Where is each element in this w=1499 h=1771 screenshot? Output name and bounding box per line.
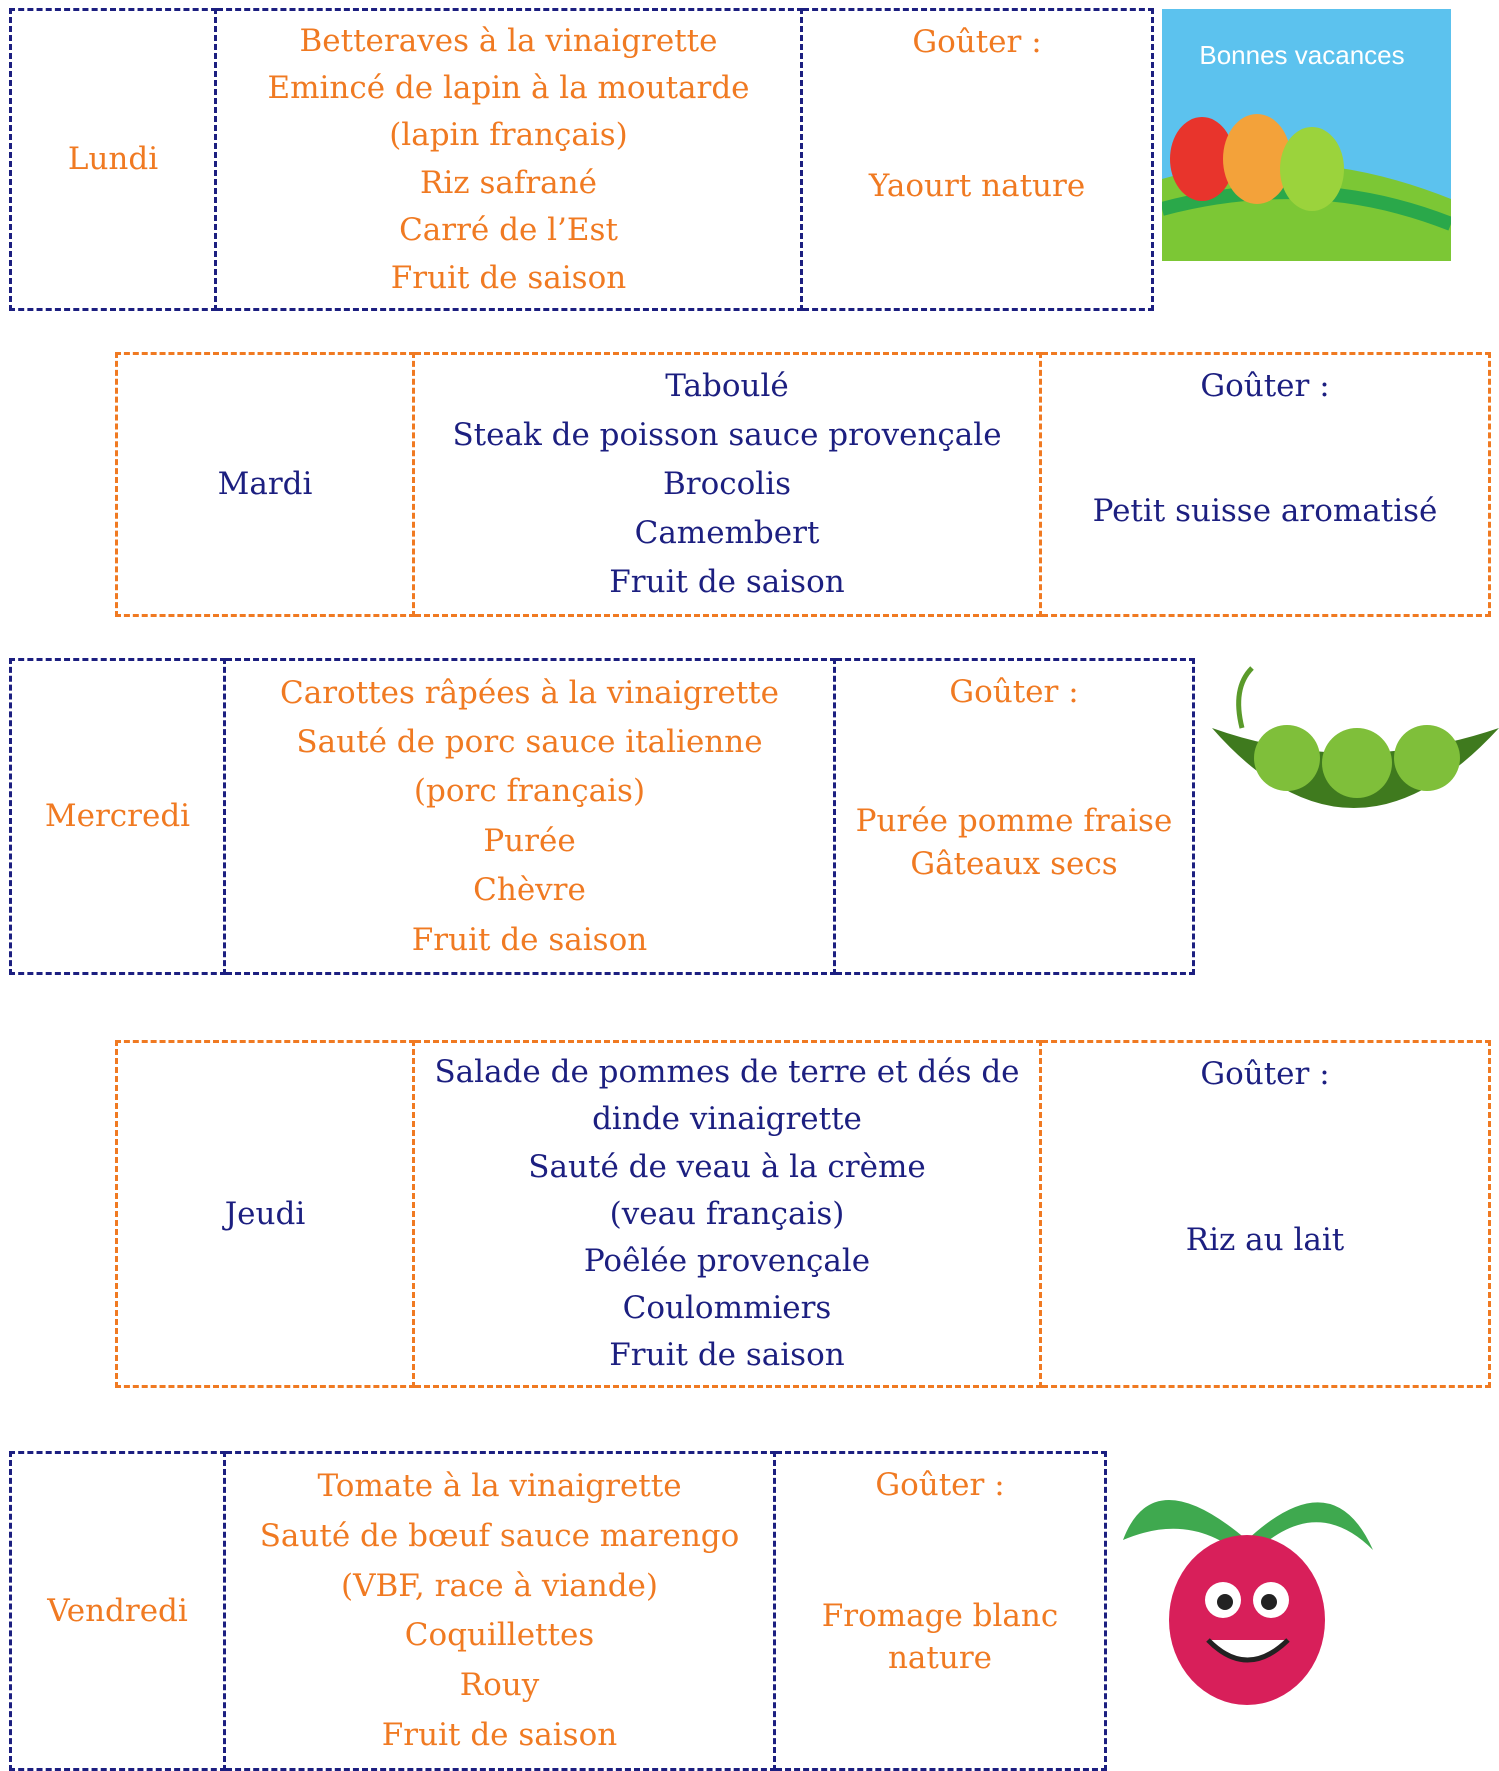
peapod-image bbox=[1212, 666, 1499, 808]
snack-item: Gâteaux secs bbox=[910, 845, 1118, 882]
menu-cell: Taboulé Steak de poisson sauce provençale… bbox=[415, 352, 1042, 617]
menu-item: Riz safrané bbox=[420, 164, 597, 201]
menu-item: Tomate à la vinaigrette bbox=[317, 1468, 682, 1505]
banner-text: Bonnes vacances bbox=[1199, 40, 1404, 70]
menu-item: Coulommiers bbox=[622, 1289, 832, 1326]
banner-image: Bonnes vacances bbox=[1162, 9, 1451, 261]
snack-cell: Goûter : Purée pomme fraise Gâteaux secs bbox=[836, 658, 1195, 975]
day-cell: Jeudi bbox=[115, 1040, 415, 1388]
menu-item: Taboulé bbox=[665, 368, 789, 405]
snack-label: Goûter : bbox=[912, 24, 1042, 60]
day-name: Vendredi bbox=[47, 1592, 188, 1629]
menu-item: Sauté de bœuf sauce marengo bbox=[259, 1517, 740, 1554]
snack-cell: Goûter : Fromage blanc nature bbox=[776, 1451, 1107, 1771]
snack-label: Goûter : bbox=[1200, 1056, 1330, 1092]
day-cell: Lundi bbox=[9, 8, 217, 311]
menu-item: Carottes râpées à la vinaigrette bbox=[280, 674, 779, 711]
menu-item: (lapin français) bbox=[389, 117, 628, 154]
snack-items: Yaourt nature bbox=[869, 64, 1085, 308]
day-name: Jeudi bbox=[224, 1195, 306, 1232]
menu-item: (porc français) bbox=[413, 773, 646, 810]
menu-cell: Salade de pommes de terre et dés de dinde… bbox=[415, 1040, 1042, 1388]
menu-item: Sauté de porc sauce italienne bbox=[296, 724, 763, 761]
menu-item: Betteraves à la vinaigrette bbox=[299, 22, 718, 59]
day-row: Lundi Betteraves à la vinaigrette Emincé d… bbox=[9, 8, 1154, 311]
menu-item: Poêlée provençale bbox=[583, 1242, 871, 1279]
snack-items: Fromage blanc nature bbox=[822, 1507, 1058, 1768]
day-row: Mardi Taboulé Steak de poisson sauce prove… bbox=[115, 352, 1491, 617]
menu-cell: Carottes râpées à la vinaigrette Sauté de… bbox=[226, 658, 836, 975]
snack-label: Goûter : bbox=[875, 1467, 1005, 1503]
snack-cell: Goûter : Yaourt nature bbox=[803, 8, 1154, 311]
day-name: Mardi bbox=[217, 466, 313, 503]
snack-cell: Goûter : Petit suisse aromatisé bbox=[1042, 352, 1491, 617]
snack-label: Goûter : bbox=[1200, 368, 1330, 404]
day-row: Vendredi Tomate à la vinaigrette Sauté de … bbox=[9, 1451, 1107, 1771]
menu-item: Camembert bbox=[634, 515, 820, 552]
menu-cell: Tomate à la vinaigrette Sauté de bœuf sau… bbox=[226, 1451, 776, 1771]
menu-item: Coquillettes bbox=[404, 1617, 595, 1654]
snack-items: Petit suisse aromatisé bbox=[1093, 408, 1438, 614]
menu-item: Purée bbox=[483, 822, 576, 859]
snack-item: Petit suisse aromatisé bbox=[1092, 492, 1438, 529]
menu-item: Chèvre bbox=[473, 872, 586, 909]
snack-item: Riz au lait bbox=[1185, 1222, 1345, 1258]
snack-label: Goûter : bbox=[949, 674, 1079, 710]
menu-item: Steak de poisson sauce provençale bbox=[452, 417, 1002, 454]
day-cell: Mardi bbox=[115, 352, 415, 617]
menu-item: Rouy bbox=[459, 1667, 540, 1704]
menu-item: Fruit de saison bbox=[609, 564, 845, 600]
menu-item: Fruit de saison bbox=[390, 259, 627, 296]
menu-item: (veau français) bbox=[609, 1195, 845, 1232]
snack-items: Riz au lait bbox=[1186, 1096, 1345, 1385]
day-row: Jeudi Salade de pommes de terre et dés de… bbox=[115, 1040, 1491, 1388]
menu-item: (VBF, race à viande) bbox=[340, 1567, 658, 1604]
day-name: Mercredi bbox=[44, 798, 191, 835]
menu-item: Emincé de lapin à la moutarde bbox=[267, 70, 750, 107]
snack-item: Fromage blanc bbox=[821, 1597, 1059, 1634]
menu-item: Fruit de saison bbox=[411, 921, 648, 958]
menu-item: dinde vinaigrette bbox=[592, 1101, 862, 1138]
menu-item: Fruit de saison bbox=[609, 1336, 845, 1373]
snack-item: Purée pomme fraise bbox=[855, 803, 1173, 840]
day-row: Mercredi Carottes râpées à la vinaigrette… bbox=[9, 658, 1195, 975]
snack-items: Purée pomme fraise Gâteaux secs bbox=[856, 714, 1173, 972]
day-name: Lundi bbox=[67, 141, 159, 178]
day-cell: Mercredi bbox=[9, 658, 226, 975]
menu-item: Salade de pommes de terre et dés de bbox=[434, 1054, 1020, 1091]
menu-item: Fruit de saison bbox=[381, 1717, 618, 1754]
snack-item: Yaourt nature bbox=[868, 167, 1086, 204]
menu-item: Brocolis bbox=[662, 466, 792, 503]
day-cell: Vendredi bbox=[9, 1451, 226, 1771]
snack-item: nature bbox=[887, 1640, 993, 1677]
menu-item: Sauté de veau à la crème bbox=[528, 1148, 926, 1185]
radish-image bbox=[1123, 1500, 1373, 1705]
snack-cell: Goûter : Riz au lait bbox=[1042, 1040, 1491, 1388]
menu-cell: Betteraves à la vinaigrette Emincé de lap… bbox=[217, 8, 803, 311]
menu-item: Carré de l’Est bbox=[399, 212, 618, 249]
